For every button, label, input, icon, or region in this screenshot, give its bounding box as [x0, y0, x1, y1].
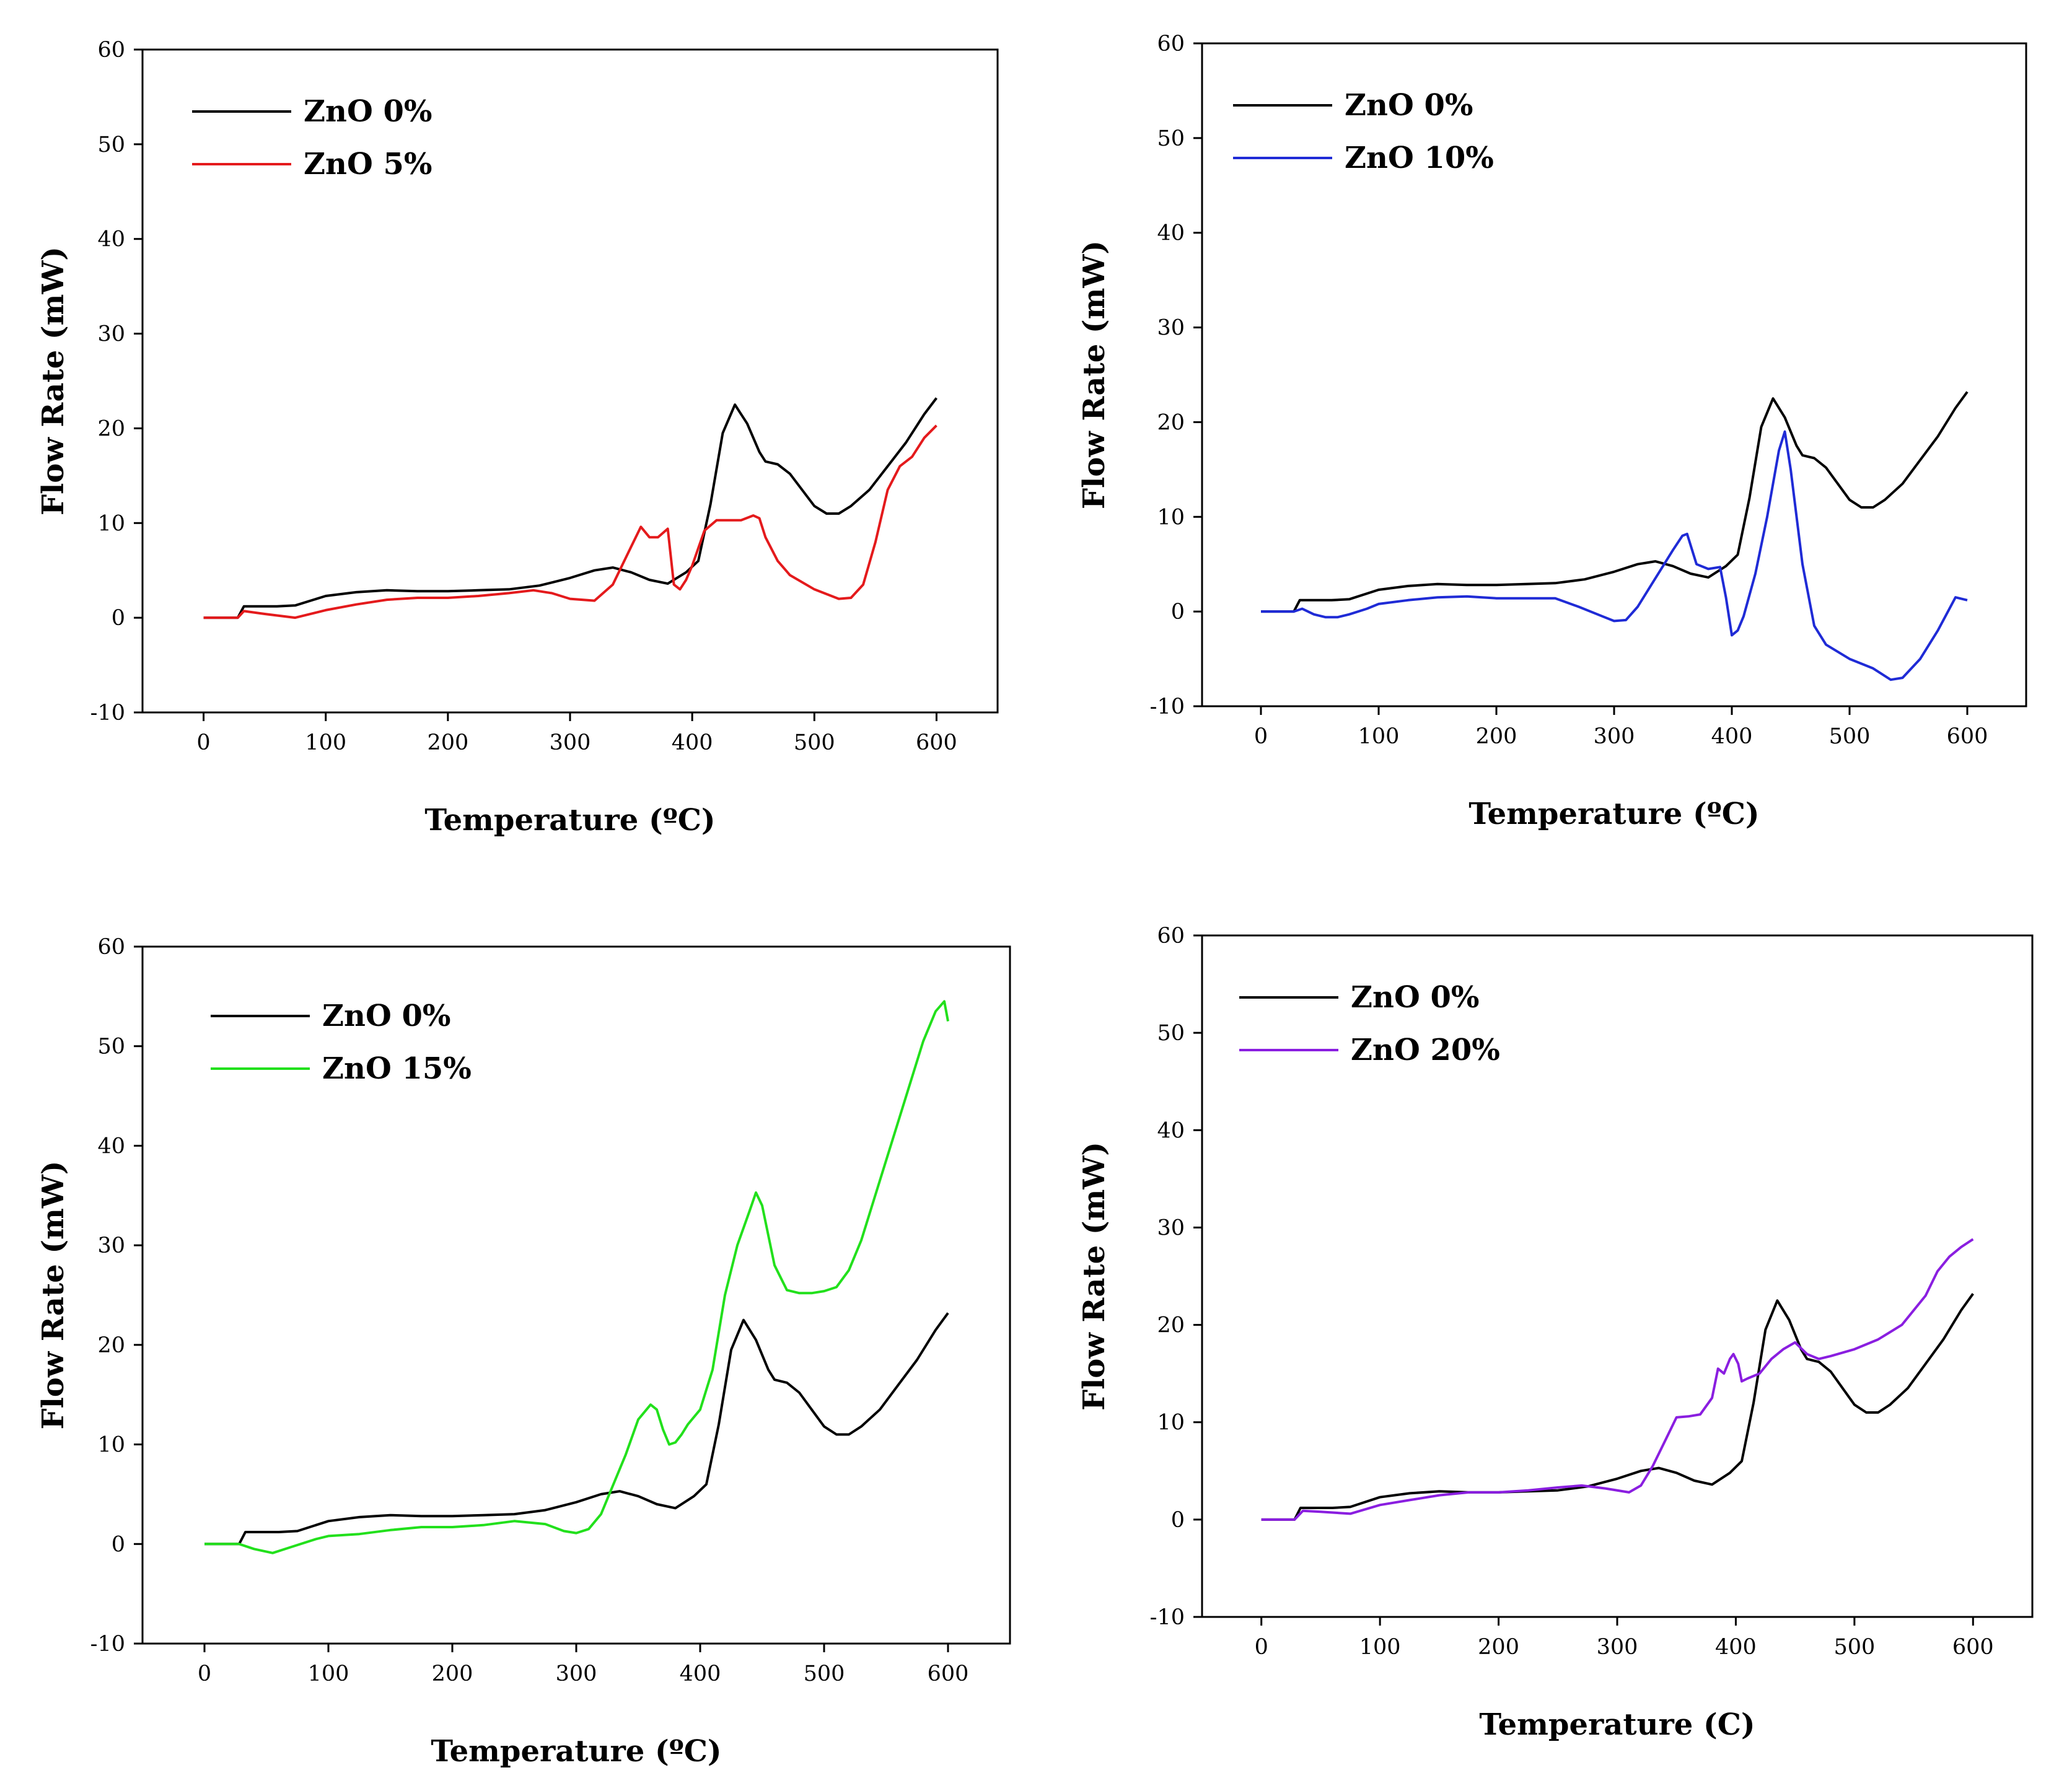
x-axis-title: Temperature (ºC): [1468, 797, 1759, 831]
y-tick-label: 40: [97, 1134, 125, 1158]
x-tick-label: 600: [1952, 1635, 1994, 1660]
y-axis-title: Flow Rate (mW): [36, 1161, 71, 1430]
x-tick-label: 100: [308, 1662, 349, 1686]
y-tick-label: 0: [112, 1532, 125, 1557]
x-tick-label: 600: [928, 1662, 969, 1686]
chart-svg: 0 100 200 300 400 500 600 -10 0 10 20 30 40 50 60 Tempe…: [1077, 32, 2027, 831]
y-tick-label: 50: [1157, 126, 1185, 151]
y-tick-label: 50: [1157, 1021, 1185, 1046]
y-tick-label: 60: [97, 935, 125, 960]
x-axis-title: Temperature (ºC): [431, 1734, 721, 1769]
chart-svg: 0 100 200 300 400 500 600 -10 0 10 20 30 40 50 60 Tempe…: [36, 935, 1011, 1769]
y-tick-label: 0: [1171, 1508, 1185, 1533]
y-tick-label: 20: [97, 416, 125, 441]
legend-label-0: ZnO 0%: [1345, 88, 1473, 123]
series-line-0: [203, 397, 937, 620]
y-tick-label: 0: [1171, 600, 1185, 624]
series-line-0: [1261, 1293, 1974, 1521]
y-tick-label: 30: [97, 1233, 125, 1258]
x-tick-label: 0: [198, 1662, 211, 1686]
y-tick-label: 30: [1157, 1215, 1185, 1240]
x-tick-label: 600: [1947, 724, 1988, 749]
y-tick-label: 10: [97, 511, 125, 536]
x-tick-label: 100: [1358, 724, 1400, 749]
x-tick-label: 300: [1594, 724, 1635, 749]
x-tick-label: 300: [556, 1662, 597, 1686]
y-tick-label: -10: [90, 1632, 125, 1657]
y-tick-label: 0: [112, 606, 125, 631]
chart-zno-20: 0 100 200 300 400 500 600 -10 0 10 20 30 40 50 60 Tempe…: [1066, 911, 2063, 1766]
y-tick-label: 60: [1157, 924, 1185, 948]
x-tick-label: 400: [680, 1662, 721, 1686]
plot-frame: [1201, 42, 2027, 707]
y-tick-label: 60: [97, 38, 125, 63]
y-tick-label: 60: [1157, 32, 1185, 56]
series-line-1: [203, 424, 937, 620]
series-line-1: [1261, 430, 1968, 681]
x-tick-label: 200: [1476, 724, 1517, 749]
x-tick-label: 200: [427, 730, 468, 755]
series-line-0: [1261, 391, 1969, 613]
x-tick-label: 500: [1833, 1635, 1875, 1660]
chart-zno-5: 0 100 200 300 400 500 600 -10 0 10 20 30 40 50 60 Tempe…: [25, 25, 1016, 855]
series-line-1: [204, 1000, 949, 1554]
y-axis-title: Flow Rate (mW): [1077, 1142, 1112, 1411]
x-tick-label: 400: [1711, 724, 1753, 749]
y-tick-label: 50: [97, 1035, 125, 1059]
y-tick-label: 30: [1157, 316, 1185, 341]
plot-frame: [141, 48, 999, 714]
y-tick-label: 20: [1157, 1313, 1185, 1338]
series-line-0: [204, 1312, 949, 1546]
y-tick-label: 10: [1157, 1411, 1185, 1435]
x-tick-label: 200: [1478, 1635, 1519, 1660]
y-tick-label: -10: [90, 701, 125, 725]
plot-frame: [1201, 934, 2034, 1618]
x-tick-label: 0: [196, 730, 210, 755]
chart-svg: 0 100 200 300 400 500 600 -10 0 10 20 30 40 50 60 Tempe…: [36, 38, 999, 838]
legend-label-0: ZnO 0%: [1351, 980, 1479, 1015]
y-axis-title: Flow Rate (mW): [1077, 240, 1112, 509]
y-tick-label: 10: [97, 1433, 125, 1458]
x-tick-label: 500: [804, 1662, 845, 1686]
chart-svg: 0 100 200 300 400 500 600 -10 0 10 20 30 40 50 60 Tempe…: [1077, 924, 2034, 1742]
y-tick-label: 20: [1157, 410, 1185, 435]
y-tick-label: 40: [97, 227, 125, 252]
legend-label-1: ZnO 20%: [1351, 1033, 1500, 1067]
y-tick-label: 50: [97, 133, 125, 157]
x-tick-label: 100: [1359, 1635, 1401, 1660]
x-axis-title: Temperature (C): [1479, 1707, 1755, 1742]
x-tick-label: 100: [305, 730, 346, 755]
chart-zno-15: 0 100 200 300 400 500 600 -10 0 10 20 30 40 50 60 Tempe…: [25, 917, 1053, 1772]
x-tick-label: 500: [794, 730, 835, 755]
x-tick-label: 300: [1597, 1635, 1638, 1660]
legend-label-1: ZnO 5%: [304, 147, 432, 182]
y-tick-label: 10: [1157, 505, 1185, 530]
x-tick-label: 300: [550, 730, 591, 755]
x-tick-label: 200: [432, 1662, 473, 1686]
plot-frame: [141, 945, 1011, 1645]
y-tick-label: 40: [1157, 1118, 1185, 1143]
x-tick-label: 600: [916, 730, 957, 755]
x-tick-label: 500: [1829, 724, 1871, 749]
x-tick-label: 0: [1254, 724, 1268, 749]
legend-label-0: ZnO 0%: [304, 94, 432, 129]
chart-zno-10: 0 100 200 300 400 500 600 -10 0 10 20 30 40 50 60 Tempe…: [1066, 19, 2057, 849]
legend-label-0: ZnO 0%: [322, 999, 450, 1033]
y-tick-label: -10: [1150, 694, 1185, 719]
y-tick-label: 30: [97, 322, 125, 347]
x-axis-title: Temperature (ºC): [424, 803, 715, 838]
y-tick-label: 40: [1157, 221, 1185, 246]
y-tick-label: -10: [1150, 1605, 1185, 1630]
series-line-1: [1261, 1238, 1974, 1521]
x-tick-label: 400: [672, 730, 713, 755]
x-tick-label: 400: [1715, 1635, 1757, 1660]
legend-label-1: ZnO 10%: [1345, 141, 1494, 175]
x-tick-label: 0: [1255, 1635, 1268, 1660]
y-tick-label: 20: [97, 1333, 125, 1358]
legend-label-1: ZnO 15%: [322, 1051, 472, 1086]
y-axis-title: Flow Rate (mW): [36, 247, 71, 515]
